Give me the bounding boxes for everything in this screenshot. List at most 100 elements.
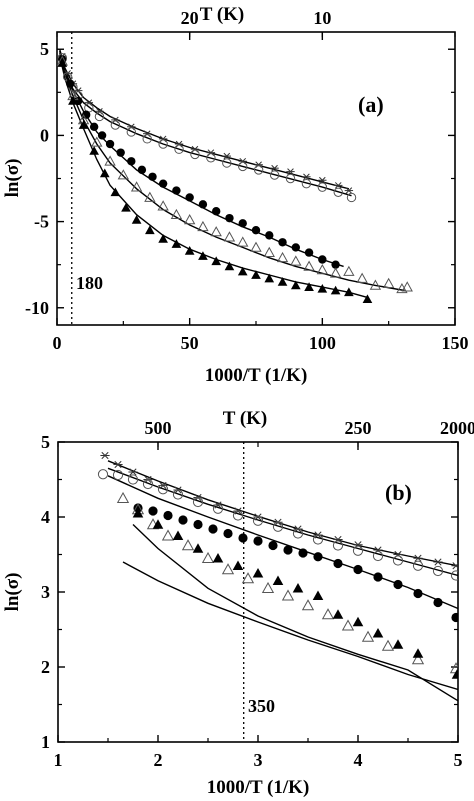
data-point-filled-circle [265,231,274,240]
top-tick-label: 20 [181,8,199,28]
y-tick-label: 0 [40,125,49,145]
data-area [97,451,458,702]
data-point-filled-circle [185,193,194,202]
data-point-filled-circle [158,179,168,188]
data-point-asterisk [206,149,216,156]
data-point-open-triangle [144,191,156,202]
data-point-filled-triangle [277,277,288,286]
data-point-open-triangle [210,226,222,237]
data-point-open-circle [97,469,109,480]
data-point-filled-triangle [158,233,168,243]
x-tick-label: 100 [309,333,336,353]
data-point-filled-circle [172,186,181,195]
data-point-filled-circle [253,536,263,546]
data-point-open-triangle [91,136,103,147]
data-point-asterisk [190,145,200,153]
data-point-asterisk [318,176,327,184]
data-point-filled-triangle [110,187,121,197]
data-point-open-circle [157,484,169,495]
data-point-filled-circle [413,588,423,599]
data-point-open-triangle [221,563,235,575]
asterisk-stroke [129,468,137,476]
data-point-filled-circle [148,172,157,181]
asterisk-stroke [255,161,262,169]
asterisk-stroke [239,157,247,165]
data-point-asterisk [222,152,232,160]
data-point-filled-circle [333,558,343,569]
data-point-filled-triangle [317,283,328,293]
data-point-filled-circle [223,528,233,539]
data-point-filled-triangle [292,582,304,593]
data-point-open-circle [190,149,200,160]
asterisk-stroke [319,176,326,184]
data-point-open-triangle [241,572,255,584]
asterisk-stroke [175,140,183,148]
data-point-filled-circle [331,260,340,269]
data-point-open-circle [192,496,204,508]
asterisk-stroke [85,99,93,106]
data-area [57,49,413,304]
asterisk-stroke [64,70,71,77]
y-tick-label: 4 [41,507,50,527]
asterisk-stroke [334,182,342,189]
asterisk-stroke [271,164,278,172]
data-point-filled-circle [238,533,248,543]
data-point-filled-circle [127,157,136,166]
x-tick-label: 5 [454,750,463,770]
data-point-asterisk [113,460,123,469]
asterisk-stroke [96,107,103,115]
data-point-filled-triangle [131,215,142,224]
data-point-asterisk [433,558,443,566]
data-point-filled-triangle [152,519,164,529]
data-point-open-circle [317,182,328,192]
data-point-open-circle [392,555,404,566]
y-tick-label: 3 [41,582,50,602]
data-point-asterisk [238,157,247,165]
asterisk-stroke [452,563,458,570]
data-point-filled-triangle [145,225,155,235]
data-point-open-circle [112,469,124,481]
data-point-filled-triangle [304,282,314,291]
data-point-asterisk [413,554,423,562]
data-point-asterisk [95,107,104,115]
data-point-open-triangle [197,220,209,232]
y-tick-label: 2 [41,657,50,677]
data-point-filled-triangle [237,266,248,276]
data-point-filled-triangle [372,627,384,638]
fit-line [59,54,405,292]
data-point-filled-triangle [330,285,341,295]
top-tick-label: 500 [145,418,172,438]
data-point-open-triangle [276,251,289,263]
data-point-asterisk [127,123,136,131]
data-point-open-circle [432,565,444,577]
data-point-filled-triangle [68,96,78,105]
data-point-filled-circle [116,148,125,157]
data-point-open-circle [127,474,139,485]
x-tick-label: 4 [354,750,363,770]
data-point-filled-circle [451,612,458,623]
data-point-filled-triangle [211,256,222,266]
data-point-open-circle [212,503,224,514]
data-point-asterisk [174,140,184,148]
data-point-open-triangle [263,246,275,257]
data-point-asterisk [270,164,279,172]
data-point-filled-circle [291,243,300,252]
x-tick-label: 3 [254,750,263,770]
data-point-open-circle [253,165,264,175]
data-point-open-triangle [316,263,329,275]
data-point-filled-triangle [252,567,264,578]
data-point-filled-triangle [171,239,182,248]
asterisk-stroke [114,460,122,469]
y-tick-label: 1 [41,732,50,752]
data-point-filled-triangle [312,590,324,600]
data-point-open-triangle [261,581,275,593]
top-axis-title: T (K) [223,408,268,429]
data-point-open-circle [272,521,284,532]
top-tick-label: 2000 [440,418,474,438]
data-point-open-circle [142,134,152,144]
data-point-filled-circle [283,545,293,555]
fit-line [132,523,458,702]
data-point-open-triangle [303,260,315,271]
